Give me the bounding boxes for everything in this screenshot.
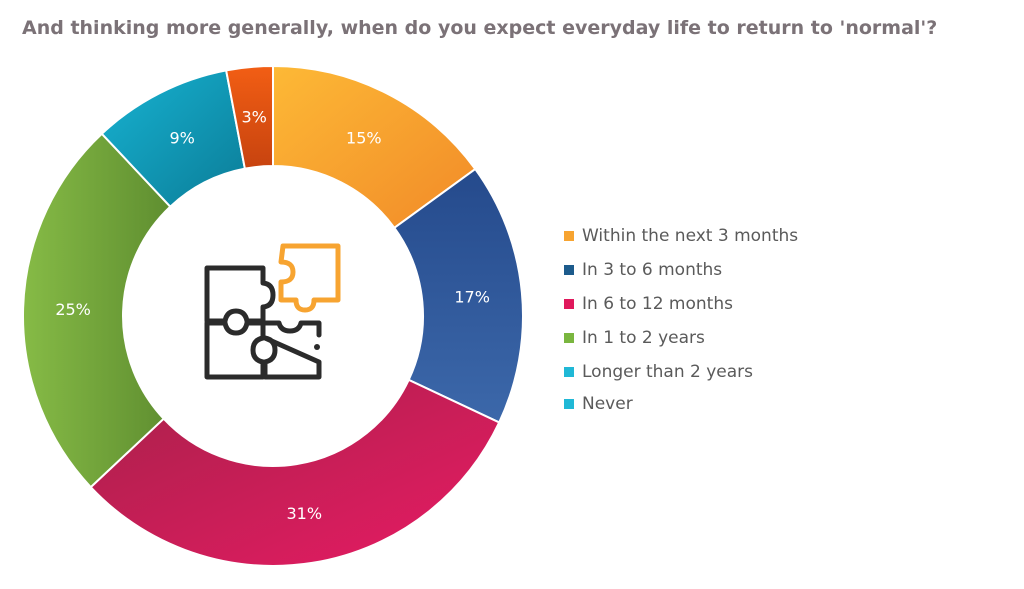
donut-slice bbox=[224, 64, 274, 170]
legend-item: Longer than 2 years bbox=[564, 355, 798, 389]
legend-item: In 3 to 6 months bbox=[564, 253, 798, 287]
puzzle-piece-highlight bbox=[278, 243, 341, 313]
legend-swatch bbox=[564, 333, 574, 343]
puzzle-piece-top-left bbox=[204, 265, 276, 324]
legend-item: Within the next 3 months bbox=[564, 219, 798, 253]
legend-item: In 1 to 2 years bbox=[564, 321, 798, 355]
legend-item: In 6 to 12 months bbox=[564, 287, 798, 321]
puzzle-piece-bottom-left bbox=[204, 320, 266, 380]
chart-legend: Within the next 3 months In 3 to 6 months… bbox=[564, 219, 798, 418]
donut-slice bbox=[22, 132, 172, 489]
donut-slice bbox=[89, 378, 501, 567]
donut-slice bbox=[392, 167, 524, 424]
legend-label: Never bbox=[582, 393, 633, 414]
legend-swatch bbox=[564, 398, 574, 409]
legend-swatch bbox=[564, 367, 574, 377]
legend-label: In 1 to 2 years bbox=[582, 328, 705, 348]
legend-label: In 3 to 6 months bbox=[582, 260, 723, 280]
legend-swatch bbox=[564, 231, 574, 241]
legend-label: In 6 to 12 months bbox=[582, 294, 733, 314]
legend-label: Longer than 2 years bbox=[582, 362, 754, 382]
chart-title: And thinking more generally, when do you… bbox=[22, 17, 938, 39]
legend-swatch bbox=[564, 299, 574, 309]
legend-swatch bbox=[564, 265, 574, 275]
slice-value-label: 3% bbox=[241, 107, 266, 126]
legend-item: Never bbox=[564, 389, 798, 418]
slice-value-label: 9% bbox=[170, 128, 195, 147]
puzzle-piece-bottom-right bbox=[262, 320, 322, 380]
slice-value-label: 25% bbox=[55, 300, 91, 319]
slice-value-label: 15% bbox=[346, 128, 382, 147]
slice-value-label: 31% bbox=[287, 504, 323, 523]
puzzle-dot bbox=[314, 344, 320, 350]
puzzle-icon bbox=[204, 243, 341, 380]
slice-value-label: 17% bbox=[454, 288, 490, 307]
legend-label: Within the next 3 months bbox=[582, 226, 799, 246]
